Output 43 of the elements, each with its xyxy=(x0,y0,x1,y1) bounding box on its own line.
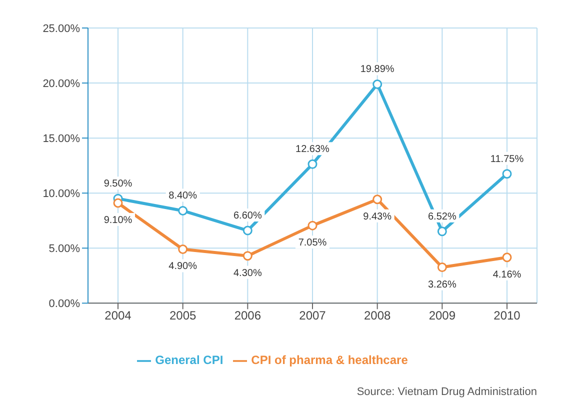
x-tick-label: 2006 xyxy=(234,308,262,323)
data-label: 3.26% xyxy=(428,279,456,290)
point xyxy=(437,226,447,236)
y-tick-label: 20.00% xyxy=(42,78,80,90)
legend-label: CPI of pharma & healthcare xyxy=(251,353,408,368)
x-tick-label: 2009 xyxy=(428,308,456,323)
y-tick-label: 10.00% xyxy=(42,188,80,200)
data-label: 4.30% xyxy=(233,268,262,279)
y-tick-label: 15.00% xyxy=(42,132,80,145)
y-tick-label: 0.00% xyxy=(48,298,80,310)
data-label: 6.52% xyxy=(428,211,456,222)
source-note: Source: Vietnam Drug Administration xyxy=(356,386,538,398)
data-label: 9.43% xyxy=(363,211,392,222)
point xyxy=(308,220,318,230)
legend-label: General CPI xyxy=(155,353,224,368)
point xyxy=(242,251,252,261)
data-label: 6.60% xyxy=(233,210,262,222)
x-tick-label: 2008 xyxy=(364,308,392,323)
point xyxy=(372,194,382,204)
point xyxy=(502,252,512,262)
x-tick-label: 2004 xyxy=(104,308,132,323)
data-label: 8.40% xyxy=(168,190,198,202)
point xyxy=(113,198,123,208)
point xyxy=(502,169,512,179)
x-tick-label: 2005 xyxy=(169,308,197,323)
data-label: 12.63% xyxy=(296,144,330,156)
y-tick-label: 5.00% xyxy=(48,243,80,256)
point xyxy=(178,244,188,254)
data-label: 4.16% xyxy=(492,269,522,280)
y-tick-label: 25.00% xyxy=(42,22,80,35)
data-label: 9.10% xyxy=(104,215,132,226)
point xyxy=(308,159,318,169)
x-tick-label: 2010 xyxy=(494,308,521,323)
data-label: 11.75% xyxy=(490,154,524,165)
point xyxy=(437,262,447,272)
data-label: 7.05% xyxy=(298,238,327,249)
data-label: 19.89% xyxy=(360,64,394,76)
data-label: 9.50% xyxy=(104,178,132,190)
point xyxy=(242,226,252,236)
point xyxy=(372,79,382,89)
data-label: 4.90% xyxy=(168,261,198,272)
x-tick-label: 2007 xyxy=(299,308,326,323)
point xyxy=(178,206,188,216)
